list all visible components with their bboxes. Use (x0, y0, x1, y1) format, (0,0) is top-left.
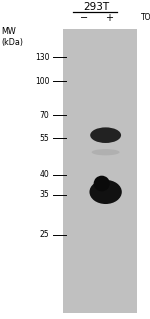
Text: 25: 25 (40, 230, 50, 239)
FancyBboxPatch shape (63, 29, 136, 313)
Ellipse shape (90, 127, 121, 143)
Ellipse shape (89, 180, 122, 204)
Text: 293T: 293T (83, 2, 109, 11)
Text: MW
(kDa): MW (kDa) (2, 27, 24, 47)
Text: +: + (105, 13, 112, 23)
Ellipse shape (92, 149, 120, 155)
Text: 100: 100 (35, 77, 50, 86)
Text: 35: 35 (40, 190, 50, 199)
Text: 70: 70 (40, 111, 50, 120)
Ellipse shape (94, 176, 110, 191)
Text: 40: 40 (40, 170, 50, 179)
Text: 55: 55 (40, 134, 50, 143)
Text: TOM1L1: TOM1L1 (141, 13, 150, 22)
Text: 130: 130 (35, 53, 50, 62)
Text: −: − (80, 13, 88, 23)
